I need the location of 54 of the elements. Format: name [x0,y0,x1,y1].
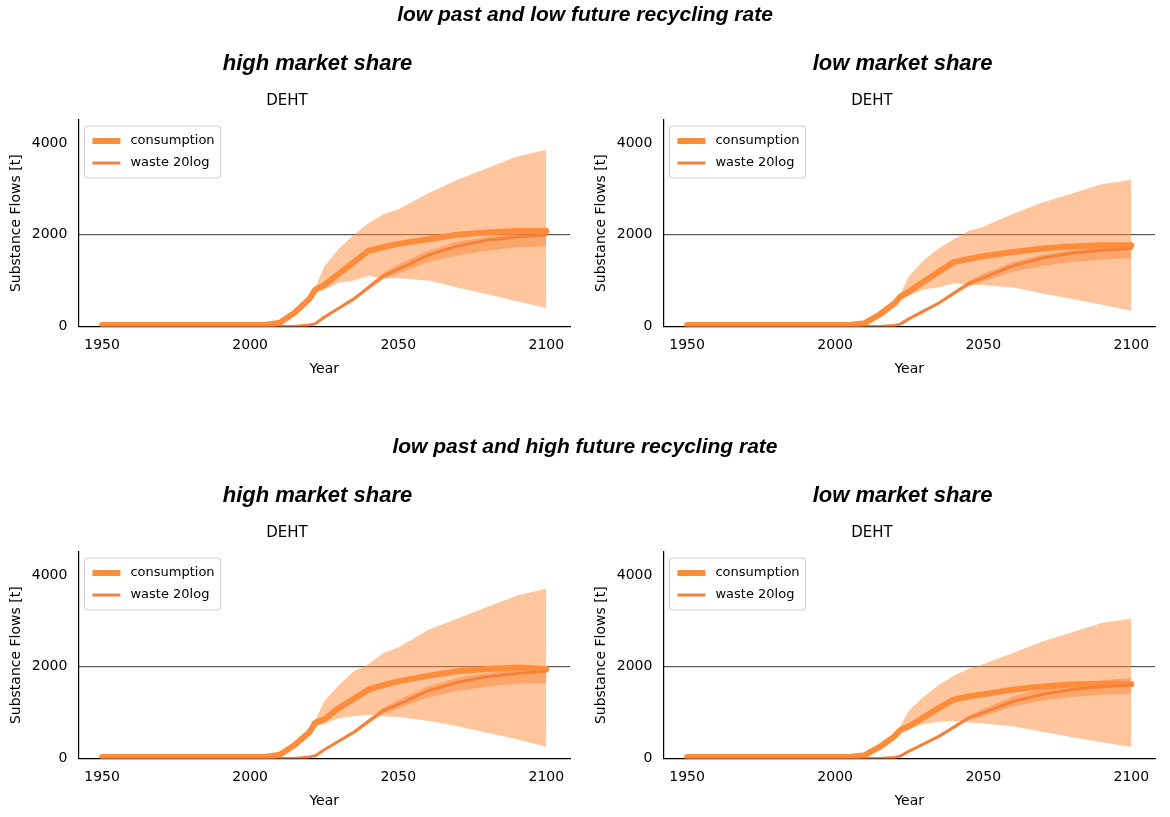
y-axis-title: Substance Flows [t] [7,154,24,293]
legend-label: waste 20log [715,586,795,602]
y-tick-label: 2000 [616,657,653,674]
y-axis-title: Substance Flows [t] [7,586,24,725]
x-tick-label: 2050 [380,768,417,785]
y-tick-label: 4000 [31,133,68,150]
y-axis-title: Substance Flows [t] [592,586,609,725]
legend-label: waste 20log [130,586,210,602]
x-tick-label: 2100 [528,768,565,785]
x-tick-label: 2100 [1113,768,1150,785]
legend-label: consumption [130,132,215,148]
x-tick-label: 1950 [84,336,120,353]
legend-label: consumption [715,132,800,148]
x-tick-label: 2050 [380,336,417,353]
x-tick-label: 2000 [817,768,853,785]
y-tick-label: 0 [643,749,653,766]
chart-title: DEHT [266,522,309,541]
y-tick-label: 2000 [31,225,68,242]
legend-label: consumption [715,564,800,580]
x-tick-label: 1950 [669,336,705,353]
chart-title: DEHT [851,90,894,109]
y-tick-label: 0 [58,749,68,766]
y-tick-label: 0 [643,317,653,334]
x-axis-title: Year [893,360,925,377]
x-tick-label: 2000 [232,768,268,785]
text: low past and high future recycling rate [391,434,779,458]
x-tick-label: 2050 [965,336,1002,353]
chart-subtitle: low market share [811,50,994,76]
chart-subtitle: high market share [221,50,414,76]
y-tick-label: 0 [58,317,68,334]
y-tick-label: 4000 [616,133,653,150]
text: low past and low future recycling rate [396,2,774,26]
x-tick-label: 2100 [1113,336,1150,353]
y-tick-label: 2000 [31,657,68,674]
x-axis-title: Year [308,360,340,377]
x-tick-label: 2000 [817,336,853,353]
y-tick-label: 4000 [616,565,653,582]
legend-label: waste 20log [130,154,210,170]
x-tick-label: 1950 [669,768,705,785]
x-axis-title: Year [893,792,925,809]
chart-subtitle: low market share [811,482,994,508]
y-tick-label: 4000 [31,565,68,582]
legend-label: waste 20log [715,154,795,170]
x-tick-label: 2050 [965,768,1002,785]
x-tick-label: 1950 [84,768,120,785]
x-tick-label: 2000 [232,336,268,353]
y-tick-label: 2000 [616,225,653,242]
legend-label: consumption [130,564,215,580]
x-axis-title: Year [308,792,340,809]
y-axis-title: Substance Flows [t] [592,154,609,293]
chart-title: DEHT [851,522,894,541]
x-tick-label: 2100 [528,336,565,353]
chart-subtitle: high market share [221,482,414,508]
chart-title: DEHT [266,90,309,109]
